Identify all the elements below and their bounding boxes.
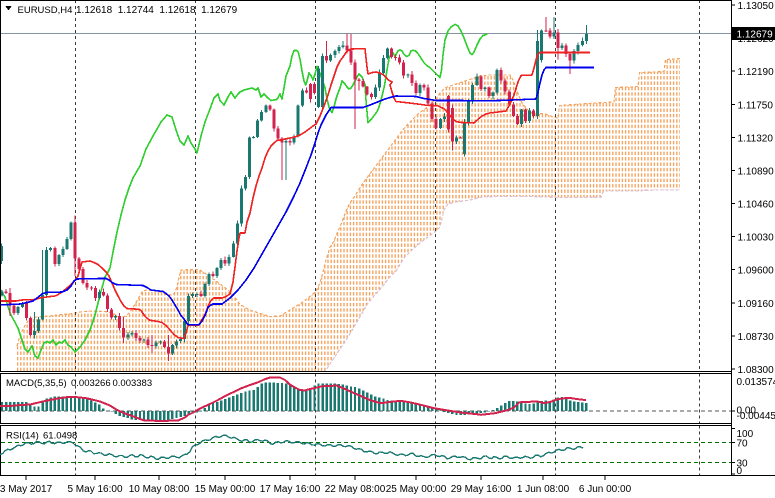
svg-text:10 May 08:00: 10 May 08:00	[129, 484, 190, 495]
svg-text:0: 0	[737, 466, 743, 477]
svg-text:1.12618: 1.12618	[76, 5, 113, 16]
svg-text:RSI(14): RSI(14)	[6, 431, 39, 442]
svg-text:0.003383: 0.003383	[113, 378, 153, 389]
svg-text:0.013574: 0.013574	[737, 377, 775, 388]
svg-text:1.10030: 1.10030	[738, 232, 775, 243]
svg-text:1.12679: 1.12679	[737, 30, 774, 41]
svg-text:1.10890: 1.10890	[738, 167, 775, 178]
svg-text:100: 100	[737, 429, 754, 440]
svg-text:1.09160: 1.09160	[738, 299, 775, 310]
svg-text:-0.004459: -0.004459	[737, 411, 775, 422]
svg-text:5 May 16:00: 5 May 16:00	[67, 484, 122, 495]
svg-text:0.003266: 0.003266	[71, 378, 111, 389]
svg-text:0.00: 0.00	[737, 405, 757, 416]
svg-text:1.12190: 1.12190	[738, 67, 775, 78]
svg-text:1.12679: 1.12679	[201, 5, 238, 16]
svg-text:3 May 2017: 3 May 2017	[0, 484, 53, 495]
svg-text:EURUSD,H4: EURUSD,H4	[18, 5, 73, 16]
svg-text:MACD(5,35,5): MACD(5,35,5)	[6, 378, 67, 389]
svg-text:61.0498: 61.0498	[43, 431, 77, 442]
svg-text:1 Jun 08:00: 1 Jun 08:00	[517, 484, 570, 495]
svg-text:25 May 00:00: 25 May 00:00	[386, 484, 447, 495]
svg-text:1.13050: 1.13050	[738, 1, 775, 12]
svg-text:1.12744: 1.12744	[118, 5, 155, 16]
svg-text:15 May 00:00: 15 May 00:00	[195, 484, 256, 495]
svg-text:1.10460: 1.10460	[738, 200, 775, 211]
svg-text:70: 70	[737, 439, 749, 450]
svg-text:1.08300: 1.08300	[738, 365, 775, 376]
svg-text:22 May 08:00: 22 May 08:00	[325, 484, 386, 495]
svg-text:29 May 16:00: 29 May 16:00	[451, 484, 512, 495]
svg-text:6 Jun 00:00: 6 Jun 00:00	[579, 484, 632, 495]
svg-text:17 May 16:00: 17 May 16:00	[260, 484, 321, 495]
svg-text:1.09600: 1.09600	[738, 265, 775, 276]
svg-text:30: 30	[737, 459, 749, 470]
svg-text:1.11750: 1.11750	[738, 101, 774, 112]
svg-text:1.12618: 1.12618	[159, 5, 196, 16]
svg-text:1.08730: 1.08730	[738, 332, 775, 343]
svg-text:1.11320: 1.11320	[738, 134, 774, 145]
